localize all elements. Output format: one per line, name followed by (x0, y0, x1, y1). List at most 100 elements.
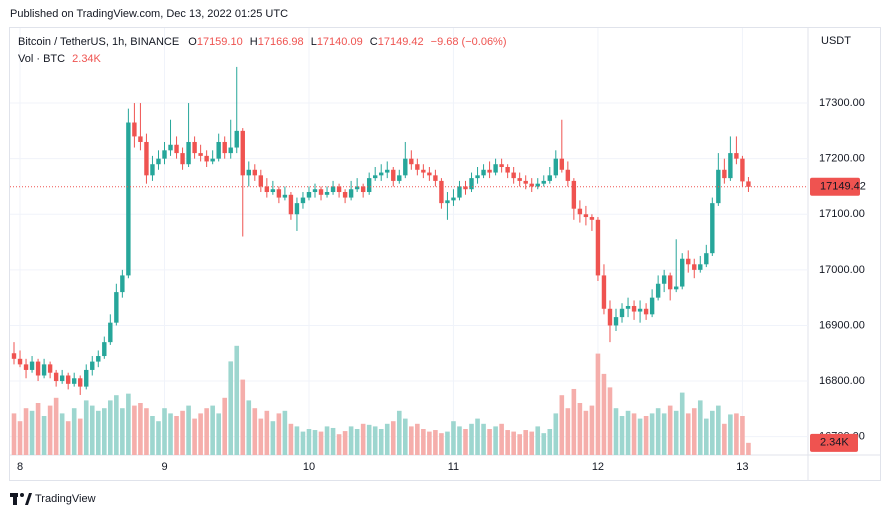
candle-body (680, 258, 685, 287)
volume-bar (535, 426, 541, 455)
candle-body (59, 375, 65, 382)
volume-bar (673, 410, 679, 455)
logo-part (13, 497, 17, 505)
volume-bar (47, 405, 53, 455)
candle-body (204, 155, 209, 162)
volume-bar (300, 431, 306, 455)
volume-bar (746, 442, 751, 455)
volume-bar (23, 408, 29, 455)
candle-body (41, 364, 47, 376)
volume-bar (366, 424, 372, 455)
candle-body (692, 264, 697, 270)
volume-bar (547, 429, 553, 455)
candle-body (728, 153, 733, 179)
candle-body (559, 158, 565, 170)
currency: USDT (821, 35, 851, 47)
volume-bar (409, 426, 414, 455)
volume-bar (144, 408, 149, 455)
overlay: 17149.42 2.34K (10, 177, 866, 452)
candle-body (47, 364, 53, 373)
candle-body (427, 172, 432, 176)
volume-bar (565, 408, 571, 455)
volume-bar (126, 393, 131, 455)
volume-bar (481, 423, 486, 455)
volume-bar (433, 430, 438, 455)
volume-bar (132, 405, 137, 455)
candle-body (655, 283, 661, 298)
candle-body (264, 186, 270, 193)
candle-body (354, 186, 360, 190)
candle-body (120, 275, 125, 293)
volume-bar (192, 418, 197, 455)
volume-bar (679, 392, 685, 455)
h-key: H (250, 36, 258, 48)
candle-body (168, 144, 173, 151)
candle-body (282, 194, 288, 198)
h-value: 17166.98 (258, 36, 304, 48)
candle-body (336, 186, 342, 193)
candle-body (637, 308, 643, 312)
volume-bar (697, 400, 703, 455)
x-tick-label: 9 (161, 461, 167, 473)
candle-body (511, 172, 516, 179)
volume-bar (643, 416, 649, 455)
candle-body (84, 369, 89, 387)
last-volume-box (810, 433, 858, 452)
volume-bar (529, 431, 535, 455)
candle-body (415, 164, 420, 170)
volume-bar (354, 429, 360, 455)
y-tick-label: 16900.00 (819, 319, 865, 331)
candle-body (710, 203, 715, 254)
candle-body (156, 158, 161, 165)
footer-logo: TradingView (10, 493, 96, 505)
candle-body (72, 378, 77, 384)
volume-bar (102, 408, 107, 455)
volume-bar (511, 431, 516, 455)
candle-body (541, 180, 546, 184)
volume-bar (445, 431, 450, 455)
brand: TradingView (35, 493, 96, 505)
volume-bar (270, 421, 276, 455)
candle-body (409, 158, 414, 165)
c-value: 17149.42 (378, 36, 424, 48)
volume-bar (728, 414, 733, 455)
candle-body (65, 375, 71, 384)
candle-body (53, 372, 59, 382)
volume-bar (246, 400, 252, 455)
vol-key: Vol · BTC (18, 53, 65, 65)
candle-body (306, 192, 312, 198)
candle-body (300, 197, 306, 204)
last-price-label: 17149.42 (820, 181, 866, 193)
candle-body (35, 361, 41, 376)
candle-body (240, 130, 245, 176)
volume-bar (83, 400, 89, 455)
candle-body (90, 361, 95, 370)
volume-bar (156, 421, 161, 455)
volume-bar (95, 410, 101, 455)
candle-body (674, 286, 679, 290)
published-note: Published on TradingView.com, Dec 13, 20… (10, 8, 288, 20)
candle-body (385, 169, 390, 173)
change: −9.68 (−0.06%) (431, 36, 507, 48)
candle-body (535, 183, 540, 187)
volume-legend: Vol · BTC 2.34K (18, 53, 102, 65)
candle-body (667, 275, 673, 290)
l-value: 17140.09 (317, 36, 363, 48)
candle-body (613, 317, 619, 326)
c-key: C (370, 36, 378, 48)
volume-bar (204, 408, 209, 455)
candle-body (276, 189, 282, 198)
candle-body (722, 169, 727, 179)
candle-body (649, 297, 655, 315)
candle-body (740, 158, 745, 182)
volume-bar (35, 403, 41, 455)
volume-bar (210, 405, 215, 455)
candle-body (589, 217, 595, 220)
candle-body (330, 186, 336, 193)
candle-body (192, 141, 197, 154)
volume-bar (571, 388, 577, 455)
volume-bar (523, 430, 528, 455)
candle-body (469, 178, 474, 190)
candle-body (342, 192, 348, 198)
volume-bar (595, 353, 601, 455)
